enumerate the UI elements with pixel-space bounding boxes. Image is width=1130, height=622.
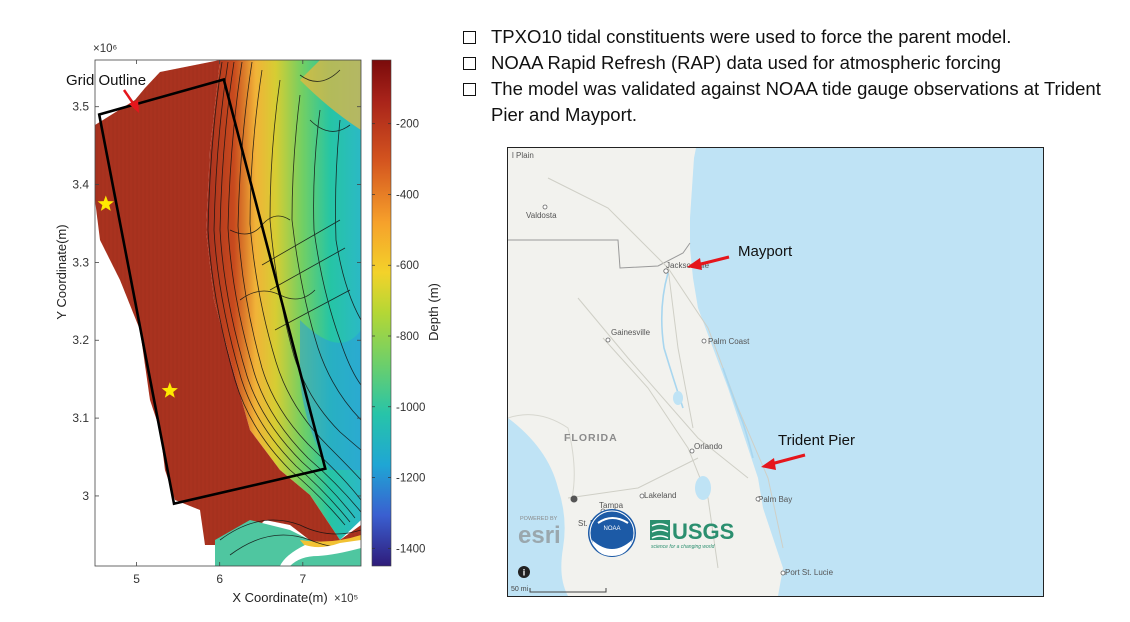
map-canvas: l Plain Valdosta Jacksonville Gainesvill… (508, 148, 1043, 596)
grid-outline-polygon (97, 77, 327, 506)
lake (695, 476, 711, 500)
gulf-water (508, 418, 568, 596)
label-palm-coast: Palm Coast (708, 337, 750, 346)
bathymetry-field (95, 60, 361, 566)
colorbar-tick-label: -1400 (396, 543, 425, 555)
grid-outline-arrow (122, 89, 139, 113)
label-orlando: Orlando (694, 442, 723, 451)
rivers (660, 272, 754, 459)
esri-wordmark: esri (518, 522, 561, 549)
y-tick-label: 3.2 (72, 333, 89, 347)
colorbar-tick-label: -1000 (396, 402, 425, 414)
colorbar-tick-label: -600 (396, 260, 419, 272)
lake (673, 391, 683, 405)
label-gainesville: Gainesville (611, 328, 651, 337)
x-axis-ticks: 5 6 7 (133, 60, 306, 586)
y-tick-label: 3 (82, 489, 89, 503)
trident-callout: Trident Pier (761, 432, 855, 470)
bullet-text: The model was validated against NOAA tid… (491, 78, 1101, 125)
y-tick-label: 3.1 (72, 411, 89, 425)
scale-bar: 50 mi (511, 586, 607, 593)
state-border (508, 239, 691, 269)
bullet-list: TPXO10 tidal constituents were used to f… (461, 24, 1121, 128)
station-star (161, 382, 178, 398)
bullet-text: TPXO10 tidal constituents were used to f… (491, 26, 1012, 47)
mayport-callout: Mayport (687, 243, 793, 270)
colorbar-ticks: -200 -400 -600 -800 -1000 -1200 -1400 (372, 119, 425, 555)
bullet-item: NOAA Rapid Refresh (RAP) data used for a… (461, 50, 1121, 76)
usgs-tagline: science for a changing world (651, 544, 715, 550)
map-marker (570, 495, 578, 503)
y-axis-ticks: 3 3.1 3.2 3.3 3.4 3.5 (72, 100, 361, 503)
bullet-text: NOAA Rapid Refresh (RAP) data used for a… (491, 52, 1002, 73)
label-jacksonville: Jacksonville (666, 261, 710, 270)
bullet-item: The model was validated against NOAA tid… (461, 76, 1121, 128)
colorbar-label: Depth (m) (426, 283, 441, 341)
roads (547, 177, 784, 569)
grid-outline-label: Grid Outline (66, 72, 146, 89)
y-tick-label: 3.3 (72, 255, 89, 269)
florida-map: l Plain Valdosta Jacksonville Gainesvill… (507, 147, 1044, 597)
y-axis-label: Y Coordinate(m) (54, 224, 69, 319)
station-star (97, 195, 114, 211)
info-button[interactable]: i (518, 566, 530, 578)
label-port-st-lucie: Port St. Lucie (785, 568, 834, 577)
bathymetry-chart: 3 3.1 3.2 3.3 3.4 3.5 5 6 7 ×10⁶ ×10⁵ X Coordin… (54, 43, 441, 605)
y-tick-label: 3.4 (72, 178, 89, 192)
bathymetry-chart-panel: 3 3.1 3.2 3.3 3.4 3.5 5 6 7 ×10⁶ ×10⁵ X Coordin… (0, 0, 460, 622)
colorbar (371, 59, 392, 567)
label-tampa: Tampa (599, 501, 624, 510)
info-icon: i (523, 568, 526, 578)
x-axis-label: X Coordinate(m) (232, 590, 327, 605)
label-valdosta: Valdosta (526, 211, 557, 220)
plot-frame (94, 59, 362, 567)
noaa-logo: NOAA (588, 509, 636, 557)
powered-by-text: POWERED BY (520, 516, 558, 522)
checkbox-icon (463, 57, 476, 70)
land (508, 148, 783, 596)
colorbar-tick-label: -800 (396, 331, 419, 343)
usgs-logo: USGS science for a changing world (650, 519, 734, 550)
checkbox-icon (463, 31, 476, 44)
esri-logo: POWERED BY esri (518, 516, 561, 549)
x-tick-label: 6 (216, 572, 223, 586)
x-multiplier: ×10⁵ (334, 593, 359, 605)
trident-label: Trident Pier (778, 432, 855, 449)
colorbar-tick-label: -200 (396, 119, 419, 131)
label-lakeland: Lakeland (644, 491, 676, 500)
label-plain: l Plain (512, 151, 534, 160)
checkbox-icon (463, 83, 476, 96)
x-tick-label: 5 (133, 572, 140, 586)
scale-label: 50 mi (511, 586, 529, 593)
label-palm-bay: Palm Bay (758, 495, 792, 504)
noaa-wordmark: NOAA (603, 526, 620, 532)
usgs-wordmark: USGS (672, 519, 734, 544)
y-multiplier: ×10⁶ (93, 43, 118, 55)
mayport-label: Mayport (738, 243, 793, 260)
x-tick-label: 7 (299, 572, 306, 586)
label-florida: FLORIDA (564, 432, 618, 444)
bullet-item: TPXO10 tidal constituents were used to f… (461, 24, 1121, 50)
colorbar-tick-label: -400 (396, 189, 419, 201)
colorbar-tick-label: -1200 (396, 473, 425, 485)
station-stars (97, 195, 178, 398)
y-tick-label: 3.5 (72, 100, 89, 114)
